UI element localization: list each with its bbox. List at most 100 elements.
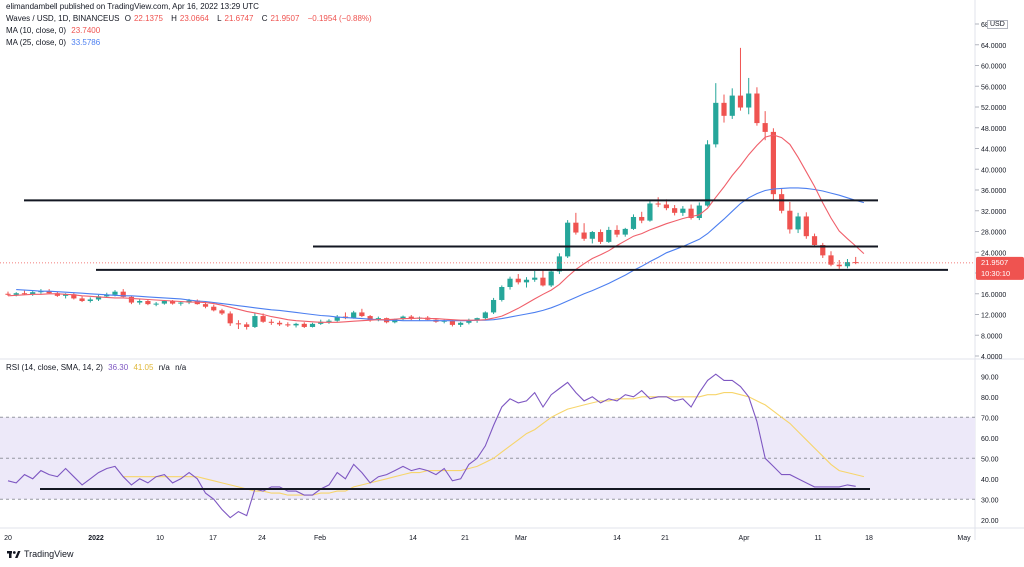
price-tick-label: 28.0000 <box>981 230 1006 237</box>
publisher-line: elimandambell published on TradingView.c… <box>6 2 262 11</box>
candle-body <box>301 323 307 327</box>
candle-body <box>630 216 637 229</box>
candle-body <box>145 301 151 305</box>
rsi-legend[interactable]: RSI (14, close, SMA, 14, 2) 36.30 41.05 … <box>6 363 189 372</box>
candle-body <box>5 293 11 295</box>
candle-body <box>260 316 266 322</box>
candle-body <box>186 300 192 303</box>
close-label: C <box>261 14 268 23</box>
candle-body <box>202 304 209 307</box>
price-tick-label: 44.0000 <box>981 147 1006 154</box>
price-tick-label: 32.0000 <box>981 209 1006 216</box>
ma10-legend[interactable]: MA (10, close, 0) 23.7400 <box>6 26 103 35</box>
candle-body <box>326 320 332 322</box>
time-tick-label: Feb <box>314 535 326 542</box>
rsi-tick-label: 80.00 <box>981 395 999 402</box>
candle-body <box>556 256 563 272</box>
candle-body <box>688 208 694 219</box>
ma25-label: MA (25, close, 0) <box>6 38 67 47</box>
candle-body <box>795 216 801 230</box>
candle-body <box>672 208 678 213</box>
rsi-tick-label: 20.00 <box>981 518 999 525</box>
rsi-tick-label: 40.00 <box>981 477 999 484</box>
candle-body <box>597 232 604 242</box>
candle-body <box>54 293 60 296</box>
candle-body <box>614 229 620 235</box>
candle-body <box>787 210 793 230</box>
close-value: 21.9507 <box>270 14 300 23</box>
candle-body <box>87 299 93 302</box>
ma10-line <box>7 134 865 323</box>
candle-body <box>779 194 785 211</box>
candle-body <box>589 232 595 239</box>
price-tick-label: 52.0000 <box>981 105 1006 112</box>
symbol-label: Waves / USD, 1D, BINANCEUS <box>6 14 120 23</box>
candle-body <box>244 324 250 327</box>
candle-body <box>828 255 834 265</box>
rsi-tick-label: 70.00 <box>981 415 999 422</box>
candle-body <box>680 208 686 213</box>
candle-body <box>721 102 727 116</box>
candle-body <box>178 302 184 304</box>
candle-body <box>95 296 102 300</box>
candle-body <box>71 294 77 299</box>
rsi-tick-label: 30.00 <box>981 497 999 504</box>
candle-body <box>573 222 579 233</box>
candle-body <box>548 271 554 286</box>
time-tick-label: 21 <box>461 535 469 542</box>
time-tick-label: Mar <box>515 535 528 542</box>
candle-body <box>490 299 497 313</box>
ma25-line <box>16 187 865 322</box>
candle-body <box>334 316 340 321</box>
rsi-na-1: n/a <box>158 363 170 372</box>
candle-body <box>515 278 521 283</box>
candle-body <box>704 144 711 206</box>
ma25-legend[interactable]: MA (25, close, 0) 33.5786 <box>6 38 103 47</box>
candle-body <box>507 278 513 288</box>
rsi-tick-label: 60.00 <box>981 436 999 443</box>
candle-body <box>803 216 809 237</box>
candle-body <box>499 287 505 300</box>
candle-body <box>729 95 735 116</box>
candle-body <box>351 312 357 319</box>
candle-body <box>408 316 414 319</box>
tradingview-logo[interactable]: TradingView <box>7 549 74 559</box>
candle-body <box>647 203 653 221</box>
price-tick-label: 56.0000 <box>981 84 1006 91</box>
candle-body <box>622 228 628 235</box>
candle-body <box>820 244 826 256</box>
time-tick-label: 14 <box>409 535 417 542</box>
candle-body <box>120 291 126 297</box>
currency-label[interactable]: USD <box>987 20 1008 29</box>
high-label: H <box>171 14 177 23</box>
candle-body <box>696 205 702 219</box>
candle-body <box>663 204 669 209</box>
candle-body <box>606 229 612 242</box>
candle-body <box>309 323 316 327</box>
candle-body <box>252 316 258 327</box>
price-tag-value: 21.9507 <box>981 258 1008 267</box>
time-tick-label: 18 <box>865 535 873 542</box>
candle-body <box>523 279 530 283</box>
ohlc-legend: Waves / USD, 1D, BINANCEUS O 22.1375 H 23.… <box>6 14 375 23</box>
candle-body <box>211 306 217 311</box>
price-tick-label: 12.0000 <box>981 313 1006 320</box>
open-value: 22.1375 <box>133 14 163 23</box>
rsi-line <box>7 373 856 519</box>
time-tick-label: 2022 <box>88 535 104 542</box>
candle-body <box>112 291 118 295</box>
time-tick-label: May <box>957 535 971 542</box>
rsi-ma-value: 41.05 <box>133 363 154 372</box>
candle-body <box>268 321 274 323</box>
candle-body <box>227 313 233 324</box>
candle-body <box>293 323 299 326</box>
ma25-value: 33.5786 <box>71 38 101 47</box>
candle-body <box>63 294 69 296</box>
candle-body <box>449 320 456 325</box>
candle-body <box>104 294 110 297</box>
candle-body <box>532 277 538 280</box>
tradingview-logo-text: TradingView <box>24 549 74 559</box>
candle-body <box>474 318 480 321</box>
candle-body <box>219 310 225 314</box>
